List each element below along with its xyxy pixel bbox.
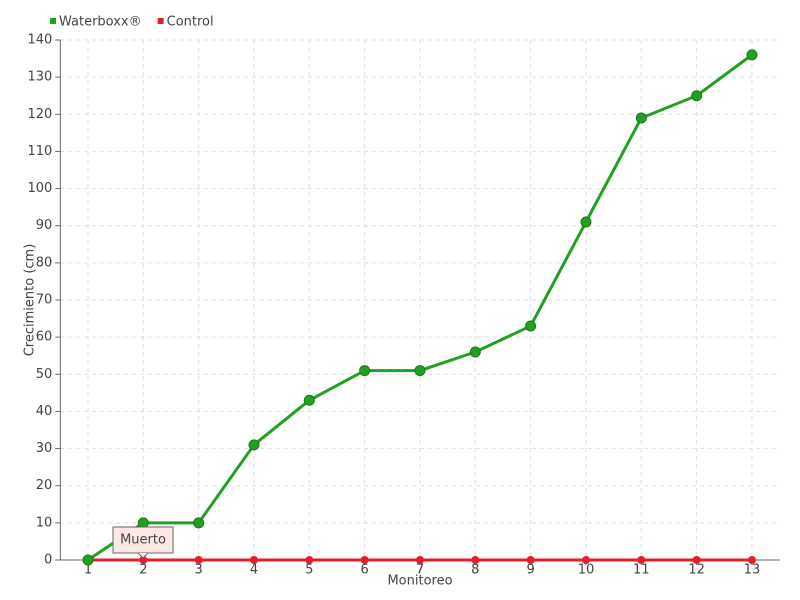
- y-tick-label: 130: [28, 70, 53, 85]
- data-point: [303, 394, 315, 406]
- y-tick-label: 120: [28, 107, 53, 122]
- data-point: [139, 556, 148, 564]
- x-tick-label: 3: [195, 563, 203, 578]
- data-point: [526, 556, 535, 564]
- y-tick-label: 80: [36, 255, 53, 270]
- legend-swatch: [157, 18, 164, 24]
- y-tick-label: 50: [36, 367, 53, 382]
- data-point: [635, 112, 647, 124]
- y-tick-label: 140: [28, 33, 53, 48]
- data-point: [692, 556, 701, 564]
- x-tick-label: 13: [744, 563, 761, 578]
- x-tick-label: 5: [305, 563, 313, 578]
- y-tick-label: 10: [36, 515, 53, 530]
- y-tick-label: 40: [36, 404, 53, 419]
- data-point: [137, 517, 149, 529]
- data-point: [525, 320, 537, 332]
- x-tick-label: 10: [578, 563, 595, 578]
- y-tick-label: 90: [36, 218, 53, 233]
- tooltip-text: Muerto: [120, 533, 166, 548]
- data-point: [249, 556, 258, 564]
- x-tick-label: 11: [633, 563, 650, 578]
- data-point: [637, 556, 646, 564]
- data-point: [471, 556, 480, 564]
- x-tick-label: 8: [471, 563, 479, 578]
- x-tick-label: 12: [688, 563, 705, 578]
- x-tick-label: 1: [84, 563, 92, 578]
- data-point: [194, 556, 203, 564]
- data-point: [469, 346, 481, 358]
- data-point: [248, 439, 260, 451]
- data-point: [747, 556, 756, 564]
- data-point: [305, 556, 314, 564]
- data-point: [414, 365, 426, 377]
- data-point: [360, 556, 369, 564]
- x-tick-label: 9: [526, 563, 534, 578]
- data-point: [691, 90, 703, 102]
- x-tick-label: 2: [139, 563, 147, 578]
- y-tick-label: 60: [36, 330, 53, 345]
- data-point: [580, 216, 592, 228]
- tooltip-pointer: [137, 552, 149, 559]
- legend-swatch: [50, 18, 56, 24]
- y-tick-label: 20: [36, 478, 53, 493]
- y-tick-label: 100: [28, 181, 53, 196]
- data-point: [746, 49, 758, 61]
- x-tick-label: 6: [361, 563, 369, 578]
- y-tick-label: 110: [28, 144, 53, 159]
- data-point: [193, 517, 205, 529]
- data-point: [415, 556, 424, 564]
- tooltip-box: [112, 526, 174, 554]
- data-point: [359, 365, 371, 377]
- data-point: [581, 556, 590, 564]
- y-tick-label: 30: [36, 441, 53, 456]
- y-axis-label: Crecimiento (cm): [23, 244, 38, 357]
- legend-label: Control: [167, 15, 214, 30]
- tooltip: Muerto: [112, 526, 174, 559]
- y-tick-label: 70: [36, 293, 53, 308]
- data-point: [82, 554, 94, 566]
- legend-label: Waterboxx®: [59, 15, 142, 30]
- y-tick-label: 0: [44, 553, 52, 568]
- x-tick-label: 4: [250, 563, 258, 578]
- x-axis-label: Monitoreo: [387, 574, 452, 589]
- x-tick-label: 7: [416, 563, 424, 578]
